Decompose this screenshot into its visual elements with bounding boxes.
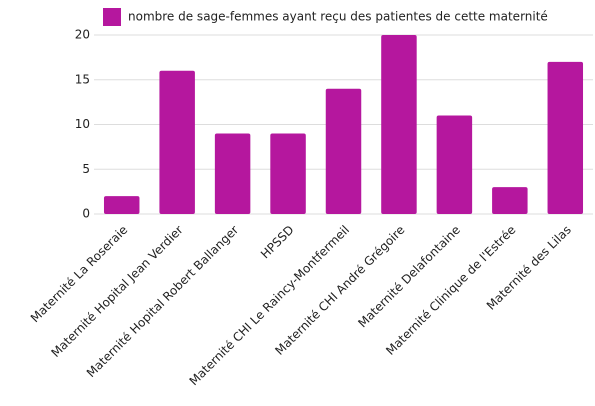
x-tick-label: HPSSD — [258, 223, 297, 262]
legend-label: nombre de sage-femmes ayant reçu des pat… — [128, 10, 548, 24]
y-tick-label: 10 — [75, 117, 90, 131]
y-tick-label: 20 — [75, 28, 90, 42]
bar — [547, 61, 584, 214]
bar — [436, 115, 473, 214]
bar — [381, 35, 417, 214]
x-tick-label: Maternité La Roseraie — [28, 223, 131, 326]
x-tick-label: Maternité Delafontaine — [355, 223, 463, 331]
bar — [159, 70, 195, 214]
bar — [103, 196, 140, 214]
y-tick-label: 0 — [82, 207, 90, 221]
bar — [214, 133, 251, 214]
y-tick-label: 5 — [82, 162, 90, 176]
bar — [492, 187, 528, 214]
bar — [325, 88, 362, 214]
y-tick-label: 15 — [75, 72, 90, 86]
bar — [270, 133, 306, 214]
legend-swatch — [103, 8, 121, 26]
